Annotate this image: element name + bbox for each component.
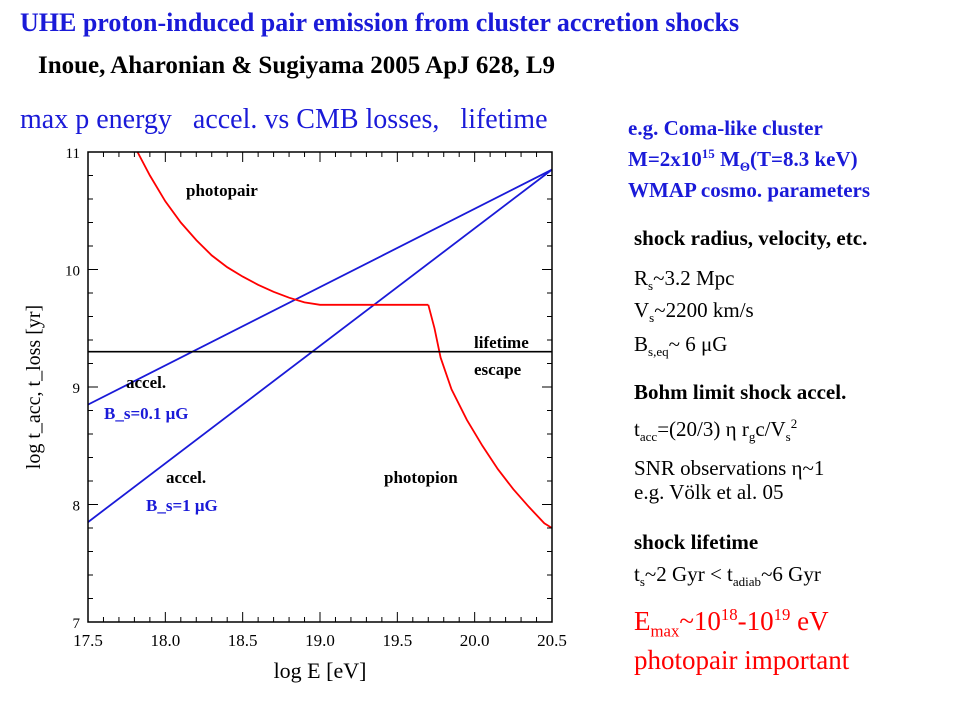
y-tick-label: 10 [65, 264, 80, 280]
series-line [88, 168, 552, 523]
tacc-formula: tacc=(20/3) η rgc/Vs2 [634, 416, 798, 445]
y-tick-label: 9 [73, 381, 81, 397]
x-tick-label: 19.0 [305, 631, 335, 650]
series-line [427, 304, 552, 529]
shock-radius: Rs~3.2 Mpc [634, 266, 735, 294]
topic-accel-vs-losses: accel. vs CMB losses, [192, 104, 440, 135]
bohm-heading: Bohm limit shock accel. [634, 380, 847, 404]
page-title: UHE proton-induced pair emission from cl… [20, 8, 740, 37]
y-axis-label: log t_acc, t_loss [yr] [23, 305, 45, 469]
x-tick-label: 18.0 [150, 631, 180, 650]
conclusion: photopair important [634, 645, 850, 675]
shock-velocity: Vs~2200 km/s [634, 298, 754, 326]
photopion-label: photopion [384, 468, 458, 487]
field-label-1: B_s=1 μG [146, 496, 218, 515]
lifetime-label: lifetime [474, 333, 529, 352]
x-tick-label: 20.0 [460, 631, 490, 650]
x-tick-label: 17.5 [73, 631, 103, 650]
accel-label-high-field: accel. [166, 468, 206, 487]
topic-list: max p energy accel. vs CMB losses, lifet… [20, 104, 562, 136]
escape-label: escape [474, 360, 522, 379]
shock-lifetime: ts~2 Gyr < tadiab~6 Gyr [634, 562, 821, 590]
shock-heading: shock radius, velocity, etc. [634, 226, 868, 250]
example-cosmology: WMAP cosmo. parameters [628, 178, 871, 202]
x-tick-label: 18.5 [228, 631, 258, 650]
y-tick-label: 11 [66, 146, 80, 162]
emax-result: Emax~1018-1019 eV [634, 605, 829, 641]
accel-label-low-field: accel. [126, 373, 166, 392]
x-axis-label: log E [eV] [274, 658, 367, 683]
series-line [136, 152, 429, 306]
lifetime-heading: shock lifetime [634, 530, 759, 554]
y-tick-label: 7 [73, 616, 81, 632]
volk-reference: e.g. Völk et al. 05 [634, 480, 784, 504]
shock-field: Bs,eq~ 6 μG [634, 332, 728, 360]
timescale-chart: 17.5 18.0 18.5 19.0 19.5 20.0 20.5 7 8 9 10 11 log … [23, 146, 567, 683]
field-label-0-1: B_s=0.1 μG [104, 404, 189, 423]
topic-lifetime: lifetime [460, 104, 548, 135]
x-tick-label: 20.5 [537, 631, 567, 650]
topic-max-energy: max p energy [20, 104, 172, 135]
example-mass: M=2x1015 MΘ(T=8.3 keV) [628, 146, 858, 175]
example-cluster: e.g. Coma-like cluster [628, 116, 823, 140]
series-line [88, 168, 552, 406]
snr-observations: SNR observations η~1 [634, 456, 825, 480]
y-tick-label: 8 [73, 499, 81, 515]
citation: Inoue, Aharonian & Sugiyama 2005 ApJ 628… [38, 52, 556, 79]
photopair-label: photopair [186, 181, 258, 200]
x-tick-label: 19.5 [382, 631, 412, 650]
